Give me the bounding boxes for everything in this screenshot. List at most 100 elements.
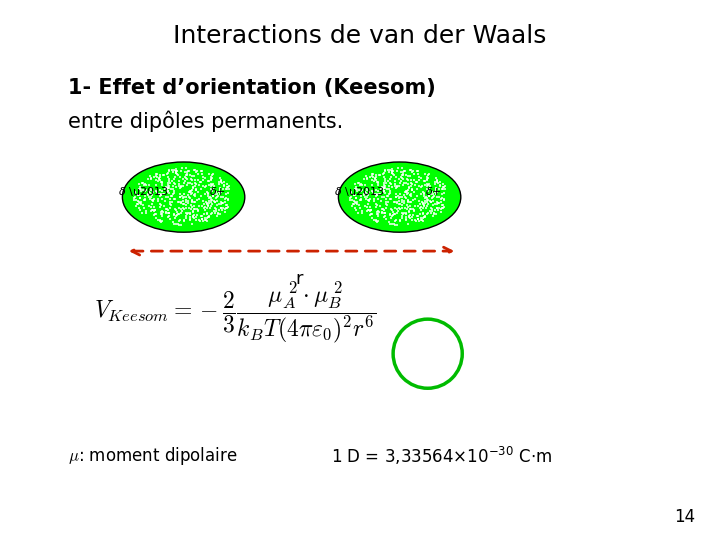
Point xyxy=(417,210,428,218)
Point xyxy=(400,187,411,196)
Point xyxy=(179,192,190,201)
Point xyxy=(392,164,404,173)
Point xyxy=(217,193,229,201)
Point xyxy=(362,191,374,200)
Point xyxy=(154,171,166,179)
Point xyxy=(428,200,439,209)
Point xyxy=(417,203,428,212)
Point xyxy=(189,202,200,211)
Point xyxy=(388,171,400,179)
Point xyxy=(405,202,416,211)
Point xyxy=(136,208,148,217)
Point xyxy=(366,210,378,218)
Point xyxy=(188,213,199,222)
Point xyxy=(350,199,361,208)
Point xyxy=(406,180,418,188)
Point xyxy=(163,208,175,217)
Point xyxy=(184,204,195,212)
Point xyxy=(195,178,207,186)
Point xyxy=(196,212,207,220)
Point xyxy=(171,207,183,216)
Point xyxy=(371,218,382,227)
Point xyxy=(154,199,166,208)
Point xyxy=(199,205,210,214)
Point xyxy=(135,185,147,194)
Point xyxy=(403,208,415,217)
Point xyxy=(184,216,196,225)
Point xyxy=(162,208,174,217)
Point xyxy=(408,205,419,214)
Point xyxy=(201,217,212,225)
Point xyxy=(420,198,431,207)
Point xyxy=(425,206,436,215)
Point xyxy=(414,204,426,213)
Point xyxy=(366,172,377,181)
Point xyxy=(181,210,193,219)
Point xyxy=(168,220,180,228)
Point xyxy=(417,214,428,222)
Point xyxy=(373,217,384,225)
Point xyxy=(159,185,171,193)
Point xyxy=(152,215,163,224)
Point xyxy=(427,190,438,199)
Point xyxy=(178,179,189,187)
Point xyxy=(224,185,235,193)
Point xyxy=(191,195,202,204)
Point xyxy=(200,198,212,207)
Point xyxy=(140,180,151,188)
Point xyxy=(366,176,378,185)
Point xyxy=(418,188,429,197)
Point xyxy=(205,173,217,181)
Point xyxy=(413,176,425,184)
Point xyxy=(222,204,233,212)
Point xyxy=(189,204,200,213)
Point xyxy=(364,197,375,205)
Point xyxy=(145,184,157,192)
Point xyxy=(418,177,430,186)
Point xyxy=(190,185,202,194)
Point xyxy=(432,176,444,184)
Point xyxy=(369,195,380,204)
Point xyxy=(422,171,433,180)
Point xyxy=(205,175,217,184)
Point xyxy=(202,190,214,198)
Point xyxy=(165,204,176,213)
Point xyxy=(413,170,424,179)
Point xyxy=(409,187,420,196)
Point xyxy=(181,192,192,201)
Point xyxy=(182,166,194,175)
Point xyxy=(166,198,178,206)
Point xyxy=(413,217,425,225)
Point xyxy=(139,196,150,205)
Point xyxy=(346,193,357,202)
Point xyxy=(378,187,390,195)
Point xyxy=(408,206,420,214)
Point xyxy=(423,187,434,195)
Point xyxy=(360,194,372,203)
Point xyxy=(171,168,182,177)
Point xyxy=(359,193,371,201)
Point xyxy=(378,184,390,192)
Point xyxy=(215,204,227,213)
Point xyxy=(212,208,223,217)
Point xyxy=(197,214,208,223)
Point xyxy=(369,174,381,183)
Point xyxy=(350,206,361,214)
Point xyxy=(156,191,167,199)
Point xyxy=(384,210,395,219)
Point xyxy=(378,180,390,189)
Point xyxy=(370,185,382,194)
Point xyxy=(365,195,377,204)
Point xyxy=(385,180,397,188)
Point xyxy=(431,200,443,208)
Point xyxy=(390,173,401,181)
Point xyxy=(349,185,361,193)
Point xyxy=(430,185,441,194)
Point xyxy=(364,173,376,181)
Point xyxy=(408,211,419,220)
Point xyxy=(420,197,431,205)
Point xyxy=(395,190,406,199)
Point xyxy=(135,199,147,208)
Point xyxy=(352,208,364,217)
Point xyxy=(378,169,390,178)
